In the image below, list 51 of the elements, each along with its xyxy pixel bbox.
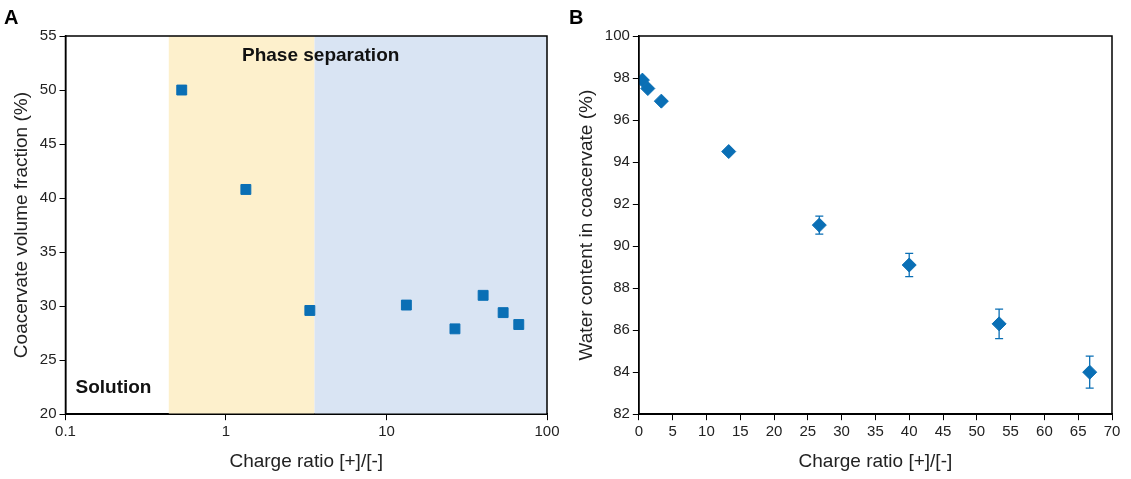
y-tick-label: 45 [39, 134, 57, 152]
y-tick-label: 96 [613, 110, 630, 128]
x-tick-label: 5 [668, 422, 677, 440]
y-tick-label: 20 [39, 404, 57, 422]
chart-title: A [4, 5, 19, 28]
x-tick-label: 100 [534, 422, 560, 440]
point [901, 257, 917, 273]
y-tick-label: 50 [39, 80, 57, 98]
y-axis-title: Water content in coacervate (%) [574, 89, 596, 361]
y-tick-label: 86 [613, 320, 630, 338]
annotation: Solution [75, 376, 152, 398]
x-tick-label: 40 [900, 422, 918, 440]
x-tick-label: 70 [1103, 422, 1121, 440]
x-tick-label: 50 [968, 422, 986, 440]
x-tick-label: 55 [1002, 422, 1019, 440]
x-axis-title: Charge ratio [+]/[-] [229, 449, 384, 471]
x-tick-label: 65 [1069, 422, 1087, 440]
y-tick-label: 98 [613, 68, 630, 86]
x-tick-label: 60 [1036, 422, 1053, 440]
y-tick-label: 88 [613, 278, 630, 296]
x-tick-label: 30 [833, 422, 850, 440]
y-tick-label: 84 [613, 362, 630, 380]
y-tick-label: 94 [613, 152, 630, 170]
x-axis-title: Charge ratio [+]/[-] [798, 449, 953, 471]
point [640, 81, 656, 97]
y-tick-label: 40 [39, 188, 57, 206]
x-tick-label: 10 [378, 422, 395, 440]
annotation: Phase separation [242, 44, 400, 66]
x-tick-label: 0.1 [55, 422, 76, 440]
x-tick-label: 0 [634, 422, 643, 440]
point [1082, 364, 1098, 380]
x-tick-label: 35 [867, 422, 884, 440]
x-tick-label: 1 [221, 422, 231, 440]
x-tick-label: 45 [934, 422, 952, 440]
x-tick-label: 10 [698, 422, 715, 440]
y-tick-label: 90 [613, 236, 630, 254]
y-tick-label: 82 [613, 404, 630, 422]
y-axis-title: Coacervate volume fraction (%) [9, 92, 31, 359]
y-tick-label: 30 [39, 296, 57, 314]
y-tick-label: 100 [604, 26, 630, 44]
x-tick-label: 15 [731, 422, 749, 440]
point [991, 316, 1007, 332]
point [653, 93, 669, 109]
y-tick-label: 25 [39, 350, 57, 368]
chart-title: B [569, 5, 584, 28]
x-tick-label: 25 [799, 422, 817, 440]
y-tick-label: 92 [613, 194, 630, 212]
y-tick-label: 55 [39, 26, 57, 44]
point [721, 144, 737, 160]
y-tick-label: 35 [39, 242, 57, 260]
x-tick-label: 20 [765, 422, 783, 440]
